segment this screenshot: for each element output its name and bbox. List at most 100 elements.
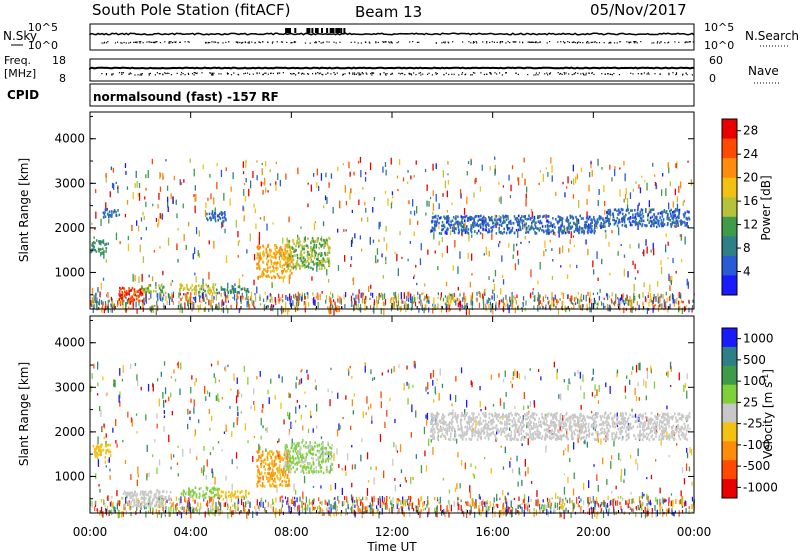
echo-mark	[394, 418, 396, 424]
backscatter-mark	[318, 263, 321, 267]
backscatter-mark	[525, 222, 527, 225]
echo-mark	[498, 215, 500, 220]
clutter-mark	[591, 511, 593, 519]
backscatter-mark	[484, 224, 487, 227]
echo-mark	[502, 378, 505, 383]
nave-dot	[582, 72, 584, 74]
backscatter-mark	[286, 237, 288, 241]
clutter-mark	[154, 304, 156, 307]
backscatter-mark	[223, 288, 225, 291]
echo-mark	[502, 274, 504, 279]
echo-mark	[223, 431, 226, 434]
echo-mark	[517, 250, 519, 256]
echo-mark	[426, 184, 428, 191]
backscatter-mark	[310, 266, 312, 270]
clutter-mark	[465, 501, 468, 506]
backscatter-mark	[506, 228, 509, 232]
backscatter-mark	[632, 219, 634, 223]
echo-mark	[204, 385, 206, 394]
clutter-mark	[180, 496, 182, 504]
backscatter-mark	[479, 226, 482, 229]
clutter-mark	[427, 496, 429, 500]
echo-mark	[484, 456, 486, 460]
nave-dot	[535, 74, 537, 76]
echo-mark	[551, 165, 553, 173]
echo-mark	[678, 185, 680, 193]
nsearch-dot	[222, 42, 224, 44]
backscatter-mark	[546, 223, 549, 227]
echo-mark	[344, 255, 346, 262]
clutter-mark	[681, 499, 683, 506]
echo-mark	[260, 181, 262, 187]
nave-dot	[180, 74, 182, 76]
echo-mark	[274, 395, 276, 400]
echo-mark	[402, 177, 405, 182]
backscatter-mark	[326, 257, 329, 260]
nave-dot	[291, 73, 293, 75]
echo-mark	[528, 410, 530, 414]
echo-mark	[609, 215, 611, 220]
echo-mark	[596, 474, 598, 481]
echo-mark	[474, 179, 476, 185]
backscatter-mark	[307, 237, 309, 240]
echo-mark	[634, 277, 637, 280]
clutter-mark	[312, 500, 315, 505]
clutter-mark	[446, 296, 448, 303]
echo-mark	[147, 383, 150, 392]
echo-mark	[271, 281, 273, 285]
backscatter-mark	[501, 232, 504, 235]
echo-mark	[248, 188, 250, 197]
echo-mark	[596, 389, 598, 396]
echo-mark	[216, 182, 218, 190]
nave-dot	[227, 73, 229, 75]
clutter-mark	[350, 295, 353, 302]
clutter-mark	[118, 511, 121, 518]
backscatter-mark	[183, 287, 186, 290]
clutter-mark	[448, 512, 450, 518]
backscatter-mark	[604, 229, 607, 233]
echo-mark	[136, 479, 138, 487]
nsearch-dot	[571, 41, 573, 44]
clutter-mark	[642, 292, 644, 298]
nave-dot	[451, 73, 453, 75]
backscatter-mark	[268, 275, 271, 279]
clutter-mark	[360, 292, 362, 298]
echo-mark	[407, 397, 409, 405]
nsky-label: N.Sky	[3, 29, 37, 43]
clutter-mark	[336, 505, 338, 509]
nave-dot	[164, 72, 166, 74]
clutter-mark	[426, 300, 428, 304]
echo-mark	[366, 452, 369, 460]
backscatter-mark	[128, 292, 130, 296]
clutter-mark	[607, 293, 609, 301]
echo-mark	[253, 388, 255, 395]
backscatter-mark	[276, 266, 279, 270]
clutter-mark	[505, 497, 507, 503]
clutter-mark	[141, 303, 143, 310]
echo-mark	[177, 473, 179, 477]
echo-mark	[429, 196, 432, 200]
echo-mark	[329, 238, 331, 241]
backscatter-mark	[461, 232, 463, 235]
echo-mark	[496, 493, 498, 502]
clutter-mark	[289, 293, 291, 301]
backscatter-mark	[575, 225, 578, 229]
clutter-mark	[296, 295, 298, 302]
echo-mark	[667, 241, 669, 246]
backscatter-mark	[230, 290, 233, 294]
echo-mark	[469, 281, 471, 288]
clutter-mark	[251, 301, 253, 304]
echo-mark	[110, 166, 112, 171]
backscatter-mark	[471, 217, 474, 220]
clutter-mark	[236, 301, 238, 306]
clutter-mark	[227, 307, 229, 314]
nave-dot	[410, 73, 412, 75]
backscatter-mark	[680, 223, 682, 226]
backscatter-mark	[613, 218, 615, 222]
echo-mark	[430, 439, 432, 443]
nave-dot	[399, 73, 401, 75]
clutter-mark	[159, 505, 161, 508]
clutter-mark	[267, 305, 269, 308]
echo-mark	[113, 383, 115, 387]
nave-dot	[401, 72, 403, 74]
